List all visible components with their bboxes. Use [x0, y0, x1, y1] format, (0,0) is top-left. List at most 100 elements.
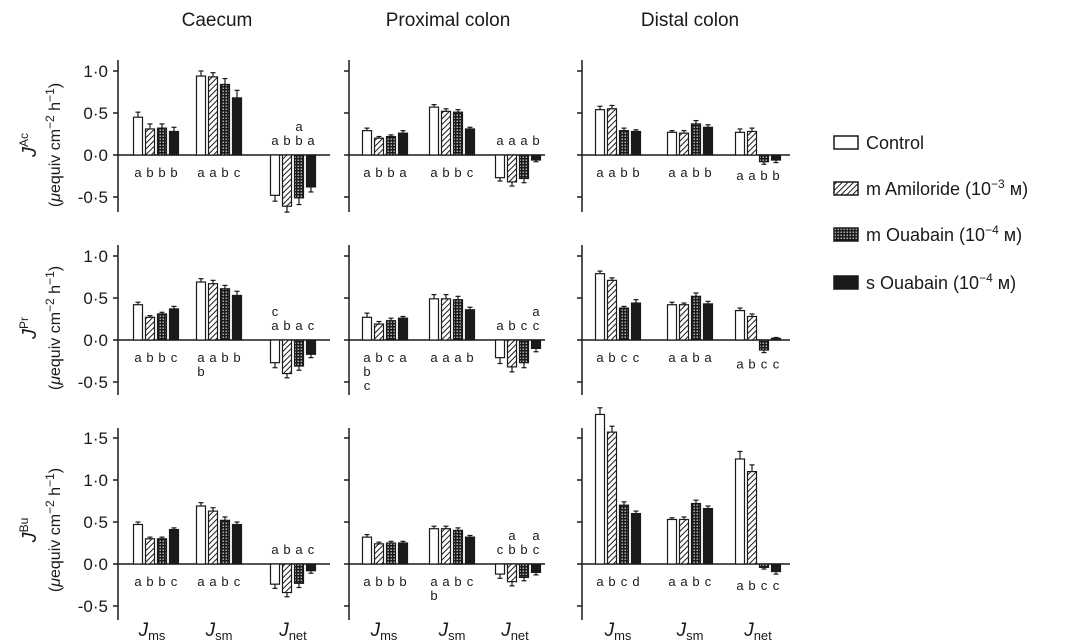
bar-jbu-caecum-jnet-m-ouabain	[293, 563, 305, 584]
significance-letters: c	[521, 318, 528, 333]
bar-jpr-distal-colon-jsm-m-ouabain	[690, 295, 702, 341]
bar-jpr-proximal-colon-jms-m-ouabain	[385, 320, 397, 341]
bar-jac-proximal-colon-jnet-control	[494, 154, 506, 179]
bar-jpr-distal-colon-jnet-m-ouabain	[758, 339, 770, 351]
svg-text:Control: Control	[866, 133, 924, 153]
significance-letters: a	[363, 165, 371, 180]
significance-letters: b	[387, 165, 394, 180]
significance-letters: c	[272, 304, 279, 319]
significance-letters: b	[146, 165, 153, 180]
bar-jac-distal-colon-jms-control	[594, 109, 606, 156]
bar-jpr-caecum-jsm-amiloride	[207, 283, 219, 341]
significance-letters: a	[596, 350, 604, 365]
significance-letters: a	[454, 350, 462, 365]
bar-jbu-caecum-jms-amiloride	[144, 538, 156, 565]
significance-letters: a	[668, 574, 676, 589]
bar-jac-proximal-colon-jsm-control	[428, 106, 440, 156]
significance-letters: b	[387, 574, 394, 589]
significance-letters: b	[158, 574, 165, 589]
significance-letters: b	[375, 574, 382, 589]
x-label-caecum-jms: Jms	[138, 620, 166, 642]
significance-letters: a	[295, 119, 303, 134]
x-label-caecum-jnet: Jnet	[278, 620, 307, 642]
x-label-proximal-jms: Jms	[370, 620, 398, 642]
svg-text:(μequiv cm−2 h−1): (μequiv cm−2 h−1)	[43, 468, 64, 592]
bar-jac-distal-colon-jnet-control	[734, 131, 746, 156]
significance-letters: c	[467, 165, 474, 180]
y-tick-label: 0·5	[83, 104, 108, 123]
bar-jpr-distal-colon-jms-s-ouabain	[630, 302, 642, 341]
significance-letters: c	[171, 350, 178, 365]
bar-jpr-caecum-jms-m-ouabain	[156, 313, 168, 341]
significance-letters: b	[454, 165, 461, 180]
bar-jpr-distal-colon-jms-m-ouabain	[618, 307, 630, 341]
bar-jpr-caecum-jms-amiloride	[144, 316, 156, 341]
bar-jbu-proximal-colon-jsm-s-ouabain	[464, 536, 476, 565]
significance-letters: b	[170, 165, 177, 180]
bar-jbu-proximal-colon-jsm-m-ouabain	[452, 529, 464, 565]
bar-jac-distal-colon-jsm-amiloride	[678, 132, 690, 156]
significance-letters: a	[748, 168, 756, 183]
bar-jac-caecum-jnet-control	[269, 154, 281, 196]
significance-letters: a	[134, 574, 142, 589]
significance-letters: b	[221, 350, 228, 365]
significance-letters: b	[283, 133, 290, 148]
significance-letters: c	[388, 350, 395, 365]
bar-jpr-proximal-colon-jms-control	[361, 316, 373, 341]
column-title-proximal-colon: Proximal colon	[386, 10, 511, 31]
significance-letters: b	[454, 574, 461, 589]
bar-jpr-caecum-jsm-control	[195, 281, 207, 341]
significance-letters: c	[497, 542, 504, 557]
bar-jbu-caecum-jsm-amiloride	[207, 510, 219, 565]
bar-jac-caecum-jsm-s-ouabain	[231, 97, 243, 156]
significance-letters: b	[692, 574, 699, 589]
legend-item-m-ouabain: m Ouabain (10−4 м)	[833, 223, 1022, 245]
bar-jac-proximal-colon-jms-s-ouabain	[397, 132, 409, 156]
significance-letters: a	[596, 574, 604, 589]
bars-jac-caecum: a b b b a a b ca b b aa	[132, 70, 317, 213]
significance-letters: b	[430, 588, 437, 603]
x-label-distal-jms: Jms	[604, 620, 632, 642]
significance-letters: a	[736, 578, 744, 593]
significance-letters: b	[158, 350, 165, 365]
significance-letters: a	[680, 165, 688, 180]
bar-jbu-proximal-colon-jnet-s-ouabain	[530, 563, 542, 573]
significance-letters: b	[520, 542, 527, 557]
bar-jbu-proximal-colon-jms-m-ouabain	[385, 542, 397, 565]
bar-jpr-distal-colon-jms-amiloride	[606, 279, 618, 341]
svg-text:JBu: JBu	[17, 518, 41, 544]
bar-jac-distal-colon-jsm-s-ouabain	[702, 126, 714, 156]
significance-letters: a	[430, 574, 438, 589]
significance-letters: a	[704, 350, 712, 365]
significance-letters: b	[704, 165, 711, 180]
significance-letters: a	[736, 168, 744, 183]
bar-jac-caecum-jnet-s-ouabain	[305, 154, 317, 188]
bar-jbu-distal-colon-jnet-s-ouabain	[770, 563, 782, 573]
significance-letters: b	[283, 318, 290, 333]
svg-text:m Ouabain (10−4 м): m Ouabain (10−4 м)	[866, 223, 1022, 245]
significance-letters: a	[209, 350, 217, 365]
significance-letters: c	[621, 350, 628, 365]
bar-jpr-proximal-colon-jnet-s-ouabain	[530, 339, 542, 349]
bar-jac-proximal-colon-jms-control	[361, 130, 373, 156]
bar-jac-proximal-colon-jnet-m-ouabain	[518, 154, 530, 180]
bar-jac-proximal-colon-jsm-amiloride	[440, 110, 452, 156]
significance-letters: c	[234, 165, 241, 180]
bar-jac-caecum-jnet-amiloride	[281, 154, 293, 207]
bar-jbu-proximal-colon-jsm-amiloride	[440, 528, 452, 565]
significance-letters: c	[533, 542, 540, 557]
y-tick-label: 0·0	[83, 146, 108, 165]
significance-letters: b	[375, 350, 382, 365]
bar-jac-proximal-colon-jnet-s-ouabain	[530, 154, 542, 161]
significance-letters: a	[197, 350, 205, 365]
svg-text:(μequiv cm−2 h−1): (μequiv cm−2 h−1)	[43, 83, 64, 207]
significance-letters: c	[467, 574, 474, 589]
significance-letters: a	[668, 350, 676, 365]
bar-jac-caecum-jsm-amiloride	[207, 76, 219, 156]
y-tick-label: -0·5	[78, 597, 108, 616]
bar-jbu-distal-colon-jsm-s-ouabain	[702, 507, 714, 565]
legend-swatch-m-ouabain	[833, 227, 859, 242]
bar-jbu-caecum-jnet-s-ouabain	[305, 563, 317, 572]
significance-letters: b	[632, 165, 639, 180]
significance-letters: a	[680, 574, 688, 589]
